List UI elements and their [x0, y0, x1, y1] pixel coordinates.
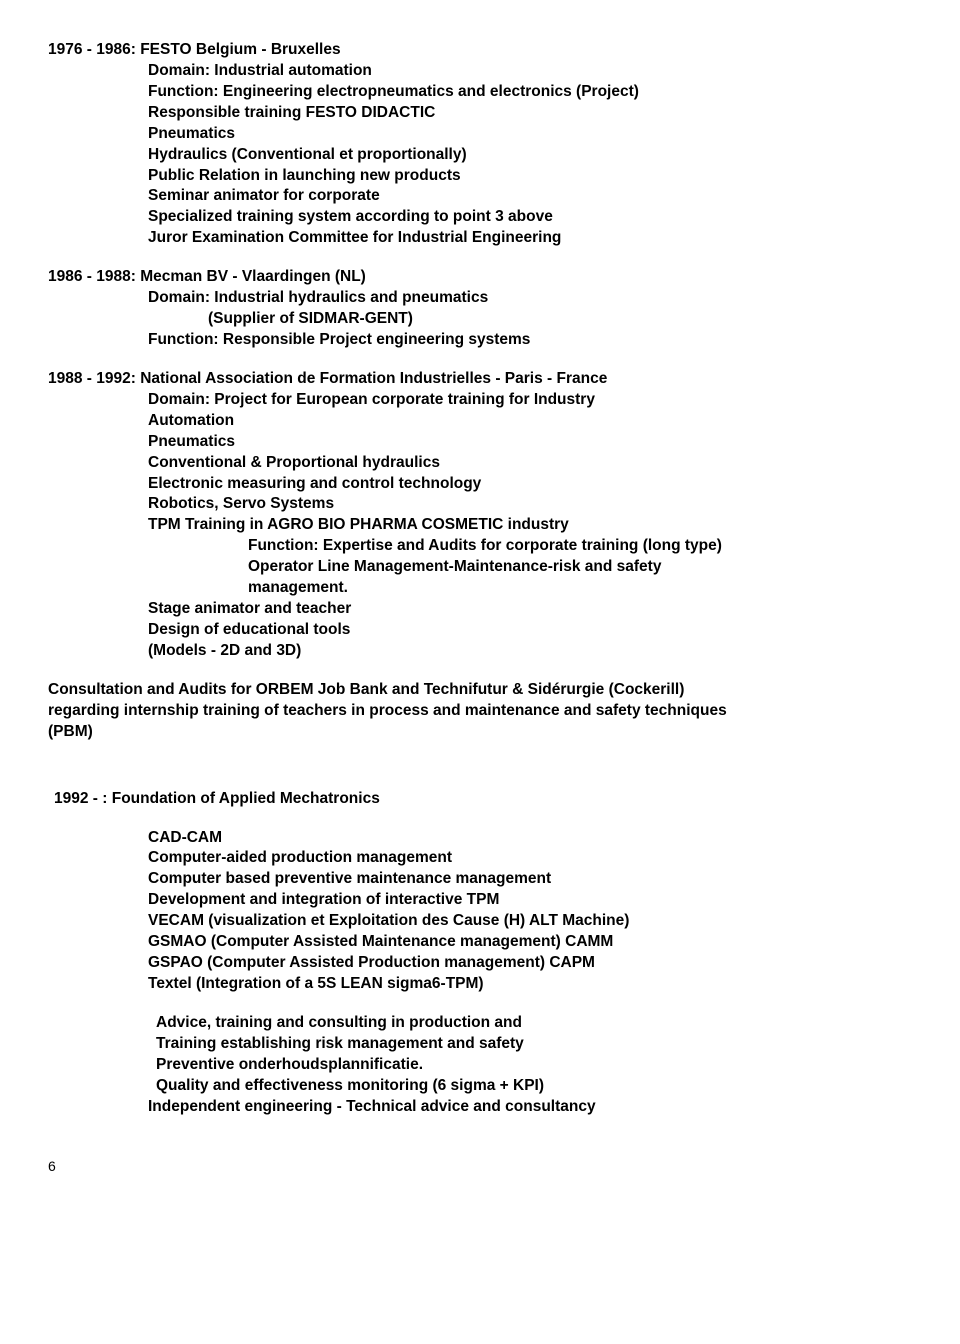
s3-line: Robotics, Servo Systems: [48, 494, 912, 515]
s1-line: Public Relation in launching new product…: [48, 166, 912, 187]
s4-line: CAD-CAM: [48, 828, 912, 849]
page-number: 6: [48, 1157, 912, 1176]
s3-line: Electronic measuring and control technol…: [48, 474, 912, 495]
s4-line: Development and integration of interacti…: [48, 890, 912, 911]
s1-line: Specialized training system according to…: [48, 207, 912, 228]
s3-line: Domain: Project for European corporate t…: [48, 390, 912, 411]
s3-line: Automation: [48, 411, 912, 432]
s4-line: Advice, training and consulting in produ…: [48, 1013, 912, 1034]
s4-line: VECAM (visualization et Exploitation des…: [48, 911, 912, 932]
s3-line: TPM Training in AGRO BIO PHARMA COSMETIC…: [48, 515, 912, 536]
s4-line: Quality and effectiveness monitoring (6 …: [48, 1076, 912, 1097]
s3-line: Conventional & Proportional hydraulics: [48, 453, 912, 474]
s1-line: Seminar animator for corporate: [48, 186, 912, 207]
paragraph-line: (PBM): [48, 722, 912, 743]
s3-line: Design of educational tools: [48, 620, 912, 641]
s1-line: Pneumatics: [48, 124, 912, 145]
section-1976-title: 1976 - 1986: FESTO Belgium - Bruxelles: [48, 40, 912, 61]
paragraph-line: regarding internship training of teacher…: [48, 701, 912, 722]
s1-line: Hydraulics (Conventional et proportional…: [48, 145, 912, 166]
s1-line: Responsible training FESTO DIDACTIC: [48, 103, 912, 124]
s1-line: Juror Examination Committee for Industri…: [48, 228, 912, 249]
s3-line: Operator Line Management-Maintenance-ris…: [48, 557, 912, 578]
s2-line: Function: Responsible Project engineerin…: [48, 330, 912, 351]
s4-line: GSMAO (Computer Assisted Maintenance man…: [48, 932, 912, 953]
s4-line: Training establishing risk management an…: [48, 1034, 912, 1055]
paragraph-line: Consultation and Audits for ORBEM Job Ba…: [48, 680, 912, 701]
s4-line: Textel (Integration of a 5S LEAN sigma6-…: [48, 974, 912, 995]
section-1988-title: 1988 - 1992: National Association de For…: [48, 369, 912, 390]
s4-line: Computer based preventive maintenance ma…: [48, 869, 912, 890]
s1-line: Function: Engineering electropneumatics …: [48, 82, 912, 103]
s4-line: Preventive onderhoudsplannificatie.: [48, 1055, 912, 1076]
s4-line: Independent engineering - Technical advi…: [48, 1097, 912, 1118]
s4-line: GSPAO (Computer Assisted Production mana…: [48, 953, 912, 974]
s3-line: Stage animator and teacher: [48, 599, 912, 620]
s1-line: Domain: Industrial automation: [48, 61, 912, 82]
section-1986-title: 1986 - 1988: Mecman BV - Vlaardingen (NL…: [48, 267, 912, 288]
s3-line: Function: Expertise and Audits for corpo…: [48, 536, 912, 557]
s2-line: (Supplier of SIDMAR-GENT): [48, 309, 912, 330]
s3-line: management.: [48, 578, 912, 599]
s3-line: (Models - 2D and 3D): [48, 641, 912, 662]
s4-line: Computer-aided production management: [48, 848, 912, 869]
s3-line: Pneumatics: [48, 432, 912, 453]
section-1992-title: 1992 - : Foundation of Applied Mechatron…: [48, 789, 912, 810]
s2-line: Domain: Industrial hydraulics and pneuma…: [48, 288, 912, 309]
